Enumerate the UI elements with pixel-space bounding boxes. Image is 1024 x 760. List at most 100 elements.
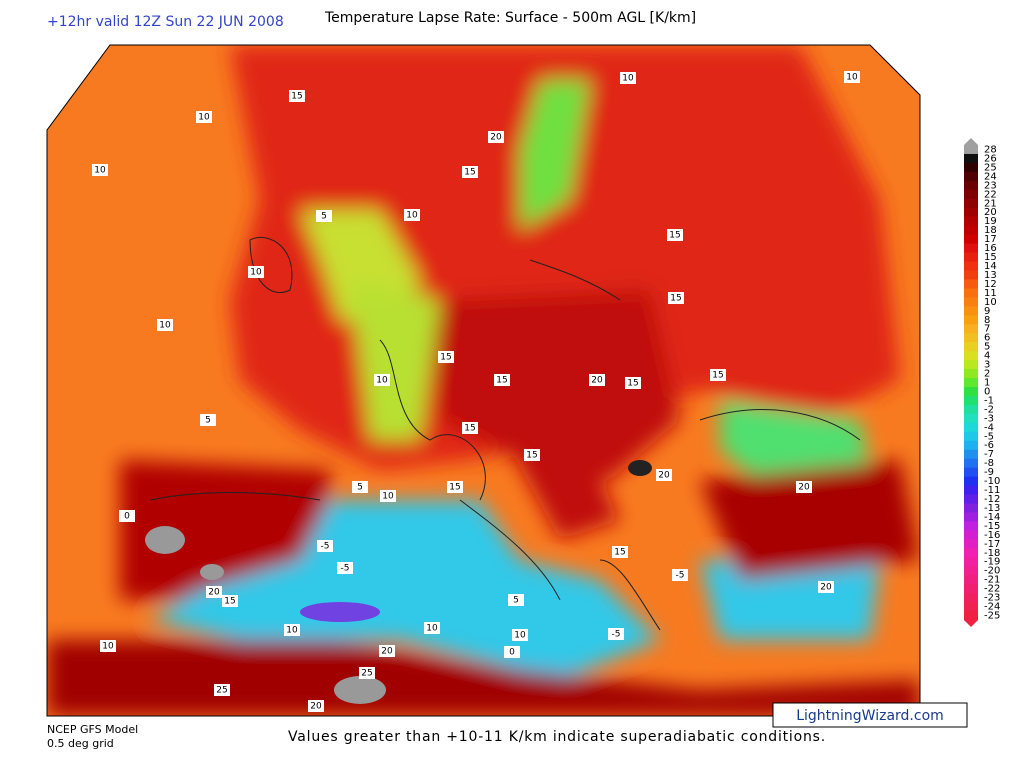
colorbar-swatch	[964, 171, 978, 182]
contour-label: 10	[382, 492, 394, 502]
colorbar-label: -21	[984, 575, 1000, 586]
contour-label: 10	[846, 73, 858, 83]
colorbar-label: 12	[984, 279, 997, 290]
colorbar-label: 4	[984, 351, 990, 362]
contour-label-box	[352, 481, 368, 493]
contour-label: 10	[426, 624, 438, 634]
contour-label-box	[438, 351, 454, 363]
colorbar-label: -2	[984, 404, 994, 415]
colorbar-label: -18	[984, 548, 1000, 559]
colorbar-label: -3	[984, 413, 994, 424]
contour-label: 15	[464, 168, 475, 178]
colorbar: 2826252423222120191817161514131211109876…	[964, 138, 1000, 627]
colorbar-swatch	[964, 234, 978, 245]
colorbar-label: 25	[984, 162, 997, 173]
colorbar-label: 21	[984, 198, 997, 209]
contour-label-box	[796, 481, 812, 493]
contour-label-box	[608, 628, 624, 640]
colorbar-swatch	[964, 386, 978, 397]
contour-label: 15	[440, 353, 451, 363]
colorbar-swatch	[964, 530, 978, 540]
contour-label: 25	[361, 669, 372, 679]
credit-box	[772, 702, 968, 728]
model-label: NCEP GFS Model	[47, 723, 138, 736]
colorbar-swatch	[964, 279, 978, 289]
colorbar-swatch	[964, 324, 978, 334]
contour-label-box	[672, 569, 688, 581]
colorbar-swatch	[964, 351, 978, 361]
contour-label: 10	[250, 268, 262, 278]
colorbar-swatch	[964, 449, 978, 460]
colorbar-swatch	[964, 207, 978, 218]
contour-label: 5	[321, 212, 327, 222]
colorbar-swatch	[964, 539, 978, 549]
contour-label: 20	[591, 376, 603, 386]
contour-label-box	[157, 319, 173, 331]
contour-label: 15	[496, 376, 507, 386]
colorbar-swatch	[964, 404, 978, 415]
colorbar-label: 2	[984, 369, 990, 380]
colorbar-swatch	[964, 198, 978, 209]
colorbar-swatch	[964, 575, 978, 585]
colorbar-swatch	[964, 548, 978, 558]
contour-label: 15	[627, 379, 638, 389]
contour-label-box	[656, 469, 672, 481]
colorbar-swatch	[964, 422, 978, 433]
colorbar-swatch	[964, 145, 978, 155]
contour-label-box	[380, 490, 396, 502]
colorbar-label: -6	[984, 440, 994, 451]
colorbar-label: -23	[984, 593, 1000, 604]
colorbar-swatch	[964, 458, 978, 469]
contour-label-box	[200, 414, 216, 426]
contour-label-box	[504, 646, 520, 658]
contour-label: 10	[159, 321, 171, 331]
contour-label: 10	[102, 642, 114, 652]
colorbar-swatch	[964, 189, 978, 200]
contour-label-box	[524, 449, 540, 461]
contour-label-box	[379, 645, 395, 657]
contour-label: 5	[205, 416, 211, 426]
colorbar-swatch	[964, 225, 978, 236]
colorbar-label: 23	[984, 180, 997, 191]
colorbar-label: 14	[984, 261, 997, 272]
colorbar-label: -9	[984, 467, 994, 478]
contour-labels: 10 15 10 10 20 10 15 10 15 5 10 10 15 20 15 15 10 15 15 20 1…	[92, 71, 860, 712]
contour-label: 20	[820, 583, 832, 593]
colorbar-swatch	[964, 593, 978, 603]
colorbar-swatch	[964, 306, 978, 316]
contour-label: 20	[310, 702, 322, 712]
contour-label-box	[818, 581, 834, 593]
contour-label: 10	[622, 74, 634, 84]
contour-label-box	[710, 369, 726, 381]
contour-label-box	[844, 71, 860, 83]
contour-label: 10	[376, 376, 388, 386]
colorbar-swatch	[964, 476, 978, 487]
colorbar-swatch	[964, 216, 978, 227]
colorbar-label: 10	[984, 297, 997, 308]
colorbar-label: -15	[984, 521, 1000, 532]
colorbar-swatch	[964, 180, 978, 191]
colorbar-label: 8	[984, 315, 990, 326]
contour-label-box	[317, 540, 333, 552]
contour-label: -5	[341, 564, 350, 574]
contour-label: -5	[321, 542, 330, 552]
contour-label: 20	[208, 588, 220, 598]
contour-label-box	[447, 481, 463, 493]
contour-label-box	[359, 667, 375, 679]
colorbar-label: -22	[984, 584, 1000, 595]
map-title: Temperature Lapse Rate: Surface - 500m A…	[324, 10, 696, 26]
colorbar-label: -16	[984, 530, 1000, 541]
contour-label: 5	[513, 596, 519, 606]
contour-label-box	[625, 377, 641, 389]
colorbar-label: -25	[984, 611, 1000, 622]
colorbar-swatch	[964, 485, 978, 496]
map-field	[47, 45, 920, 716]
colorbar-label: 1	[984, 378, 990, 389]
colorbar-swatch	[964, 521, 978, 531]
contour-label-box	[620, 72, 636, 84]
colorbar-swatch	[964, 270, 978, 280]
colorbar-label: 3	[984, 360, 990, 371]
contour-label-box	[374, 374, 390, 386]
colorbar-label: 11	[984, 288, 997, 299]
